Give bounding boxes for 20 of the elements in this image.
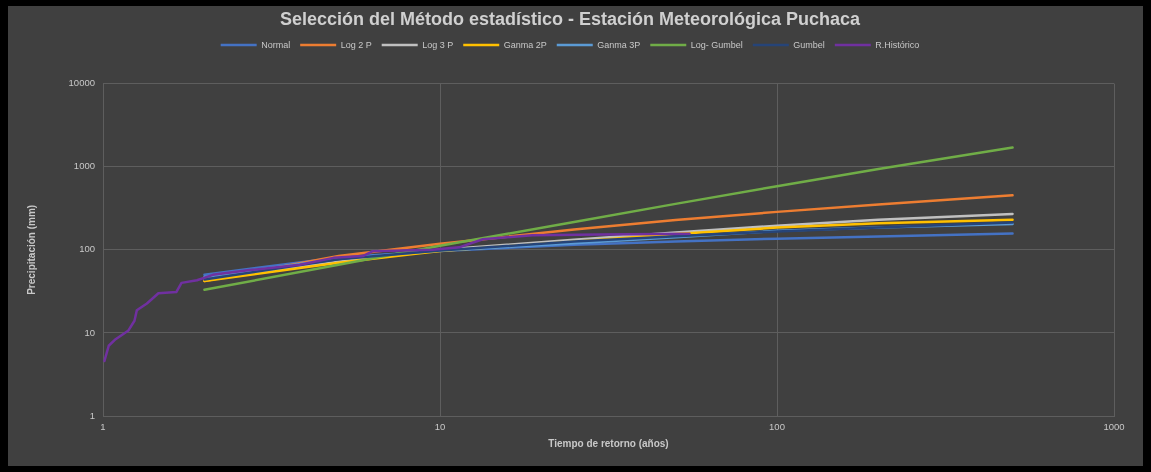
legend-label: Ganma 2P: [503, 39, 547, 50]
y-tick-label: 10000: [68, 77, 95, 89]
x-axis-title: Tiempo de retorno (años): [548, 437, 669, 449]
y-tick-label: 100: [79, 243, 95, 255]
legend-label: Log 3 P: [422, 39, 454, 50]
x-tick-label: 100: [769, 421, 785, 433]
legend-label: Normal: [261, 39, 291, 50]
x-tick-label: 1: [100, 421, 106, 433]
legend-label: Log- Gumbel: [690, 39, 743, 50]
x-tick-label: 1000: [1103, 421, 1125, 433]
y-tick-label: 1000: [73, 160, 95, 172]
x-tick-label: 10: [434, 421, 446, 433]
y-axis-title: Precipitación (mm): [25, 204, 37, 295]
legend-label: R.Histórico: [875, 39, 920, 50]
y-tick-label: 1: [89, 409, 95, 421]
legend-label: Gumbel: [793, 39, 825, 50]
legend-label: Log 2 P: [340, 39, 372, 50]
y-tick-label: 10: [84, 326, 95, 338]
legend-label: Ganma 3P: [597, 39, 641, 50]
chart-title: Selección del Método estadístico - Estación Meteorológica Puchaca: [279, 8, 862, 29]
